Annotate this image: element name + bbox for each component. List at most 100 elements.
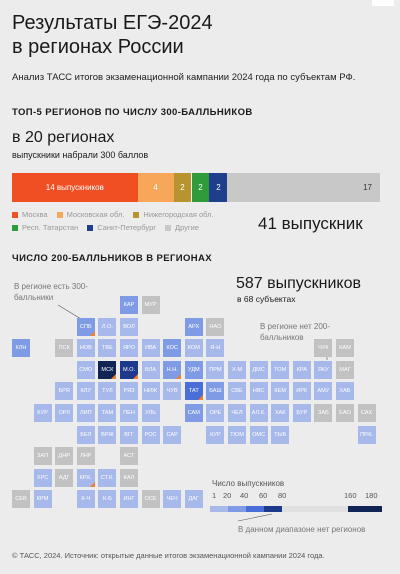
- bar-segment: 2: [209, 173, 228, 202]
- region-tile: ТОМ: [271, 360, 290, 379]
- region-code: ТЮМ: [230, 431, 244, 438]
- region-tile: ЛИП: [76, 404, 95, 422]
- region-tile: СЕВ: [12, 490, 30, 509]
- region-code: АДГ: [58, 474, 70, 481]
- has-300-marker: [89, 330, 95, 336]
- region-tile: САР: [163, 425, 182, 444]
- region-code: ХРС: [36, 474, 49, 481]
- scale-tick: 180: [365, 491, 378, 500]
- region-tile: ТЫВ: [271, 425, 290, 444]
- note-has-300: В регионе есть 300-балльники: [14, 282, 88, 302]
- region-tile: РОС: [141, 425, 160, 444]
- region-tile: КАЛ: [120, 468, 138, 487]
- region-tile: УДМ: [184, 360, 203, 379]
- region-tile: КЛУ: [76, 382, 95, 401]
- region-code: АМУ: [317, 388, 330, 395]
- region-tile: АСТ: [120, 447, 138, 466]
- region-tile: НИЖ: [141, 382, 160, 401]
- region-code: ОРЛ: [58, 410, 70, 416]
- legend-label: Нижегородская обл.: [143, 210, 214, 219]
- region-tile: КЕМ: [271, 382, 290, 401]
- scale-tick: 20: [223, 491, 232, 500]
- region-tile: ЧУВ: [163, 382, 182, 401]
- bar-segment: 14 выпускников: [12, 173, 138, 202]
- bar-segment-label: 17: [363, 183, 372, 192]
- region-code: ЛНР: [80, 453, 92, 460]
- region-code: КЕМ: [274, 388, 287, 395]
- region-tile: МСК: [98, 360, 117, 379]
- region-tile: БРЯ: [55, 382, 74, 401]
- scale-tick: 1: [212, 491, 217, 500]
- region-code: ОСЕ: [144, 496, 157, 503]
- top5-legend: Москва Московская обл. Нижегородская обл. Р…: [12, 208, 252, 234]
- region-code: ХАК: [274, 410, 286, 416]
- region-tile: ХАК: [271, 404, 290, 422]
- scale-tick: 160: [344, 491, 357, 500]
- region-code: КАР: [123, 302, 135, 308]
- scale-segment: [228, 506, 246, 512]
- region-code: ТЫВ: [274, 431, 287, 438]
- region-code: ДАГ: [188, 496, 200, 503]
- regions-count-subtext: выпускники набрали 300 баллов: [12, 150, 149, 160]
- region-code: ДМС: [252, 366, 265, 373]
- region-tile: ИРК: [292, 382, 311, 401]
- region-tile: ЧУК: [314, 339, 333, 358]
- region-tile: ЯКУ: [314, 360, 333, 379]
- region-tile: НОВ: [76, 339, 95, 358]
- region-tile: ЧЕЧ: [163, 490, 182, 509]
- region-code: МУР: [144, 302, 157, 308]
- total-300-headline: 41 выпускник: [258, 214, 363, 233]
- region-tile: СТ.К.: [98, 468, 117, 487]
- region-code: КЛН: [15, 345, 27, 352]
- scale-segment: [210, 506, 228, 512]
- region-code: Н.Н.: [166, 366, 178, 373]
- bar-segment: 17: [227, 173, 380, 202]
- region-code: РЯЗ: [123, 388, 135, 395]
- region-code: КР.К.: [79, 474, 92, 481]
- region-tile: ТАМ: [98, 404, 117, 422]
- footer-source: © ТАСС, 2024. Источник: открытые данные …: [12, 551, 325, 560]
- region-tile: КУР: [206, 425, 225, 444]
- legend-label: Москва: [22, 210, 48, 219]
- region-tile: ДАГ: [184, 490, 203, 509]
- region-code: ДНР: [58, 453, 70, 460]
- region-code: СЕВ: [15, 496, 27, 503]
- legend-swatch: [165, 225, 172, 232]
- bar-segment: 4: [137, 173, 174, 202]
- region-code: Я-Н: [210, 345, 221, 352]
- region-tile: СВЕ: [228, 382, 246, 401]
- region-code: СВЕ: [231, 388, 243, 395]
- region-code: ВОЛ: [123, 323, 135, 330]
- has-300-marker: [111, 373, 117, 379]
- region-tile: КР.К.: [76, 468, 95, 487]
- legend-swatch: [12, 212, 18, 219]
- scale-tick: 60: [259, 491, 268, 500]
- region-code: ТВЕ: [101, 345, 113, 352]
- region-tile: ХАБ: [336, 382, 354, 401]
- region-tile: ЯРО: [120, 339, 138, 358]
- bar-segment-label: 2: [216, 183, 221, 192]
- region-code: СМО: [79, 366, 93, 373]
- legend-item: Нижегородская обл.: [133, 208, 214, 221]
- region-tile: ДНР: [55, 447, 74, 466]
- region-tile: ИВА: [141, 339, 160, 358]
- region-code: К-Ч: [81, 496, 91, 503]
- region-code: КАМ: [339, 345, 351, 352]
- legend-item: Другие: [165, 221, 199, 234]
- region-code: РОС: [144, 431, 157, 438]
- region-code: НИЖ: [143, 388, 158, 395]
- legend-label: Санкт-Петербург: [97, 223, 157, 232]
- region-code: ТУЛ: [102, 388, 113, 395]
- region-tile: К-Ч: [76, 490, 95, 509]
- section-200-heading: ЧИСЛО 200-БАЛЛЬНИКОВ В РЕГИОНАХ: [12, 253, 213, 264]
- region-tile: КОМ: [184, 339, 203, 358]
- note-no-200: В регионе нет 200-балльников: [260, 322, 330, 342]
- region-code: ЕАО: [339, 410, 351, 416]
- region-code: ПСК: [58, 345, 70, 352]
- region-tile: М.О.: [120, 360, 138, 379]
- region-code: САМ: [187, 410, 200, 416]
- region-tile: ТАТ: [184, 382, 203, 401]
- region-code: ПРМ: [209, 366, 222, 373]
- region-code: ВЛА: [145, 366, 157, 373]
